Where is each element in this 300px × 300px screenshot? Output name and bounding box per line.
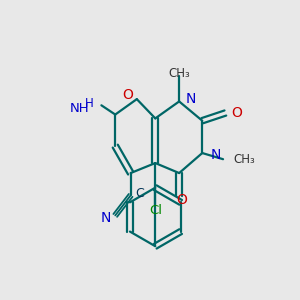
Text: H: H xyxy=(85,97,93,110)
Text: NH: NH xyxy=(69,102,89,115)
Text: N: N xyxy=(185,92,196,106)
Text: N: N xyxy=(211,148,221,162)
Text: C: C xyxy=(135,187,144,200)
Text: CH₃: CH₃ xyxy=(234,153,256,166)
Text: O: O xyxy=(122,88,133,102)
Text: O: O xyxy=(176,193,187,207)
Text: O: O xyxy=(232,106,242,120)
Text: Cl: Cl xyxy=(149,204,162,217)
Text: CH₃: CH₃ xyxy=(168,67,190,80)
Text: N: N xyxy=(100,212,111,226)
